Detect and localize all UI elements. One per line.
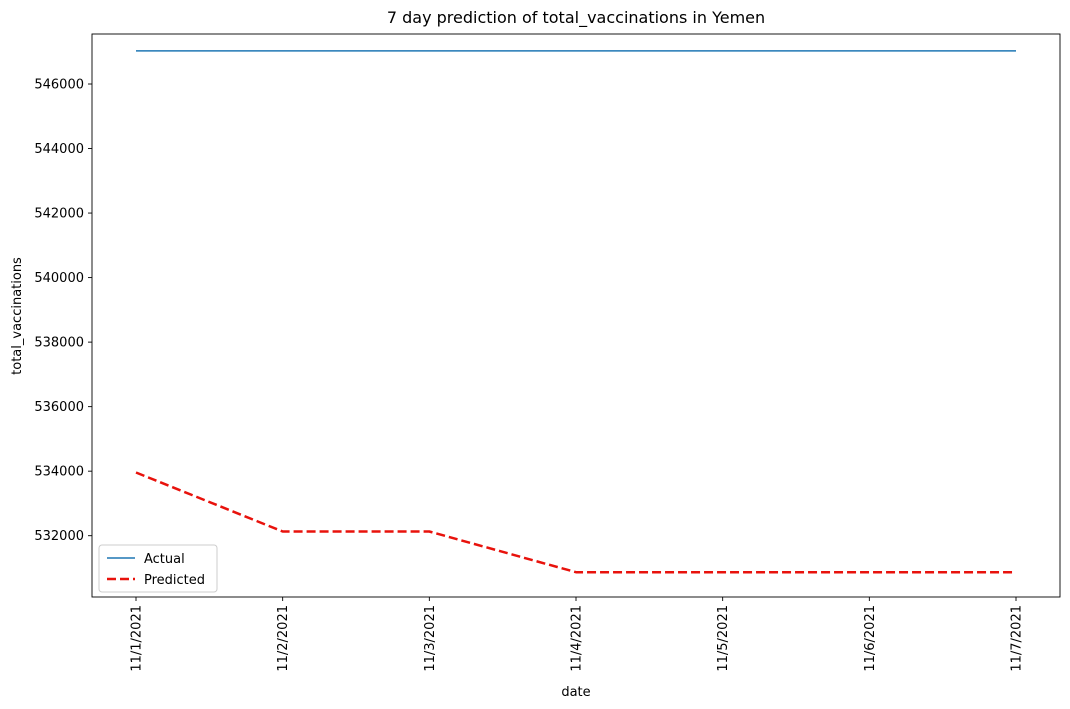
y-tick-label: 532000	[34, 529, 84, 544]
x-tick-label: 11/5/2021	[716, 605, 731, 672]
plot-area	[91, 33, 1061, 598]
y-tick-label: 536000	[34, 400, 84, 415]
y-tick-label: 538000	[34, 336, 84, 351]
legend: Actual Predicted	[98, 544, 218, 593]
x-axis-title: date	[561, 685, 590, 700]
x-tick-label: 11/6/2021	[863, 605, 878, 672]
y-tick-label: 534000	[34, 465, 84, 480]
series-line-predicted	[135, 471, 1016, 574]
series-layer	[135, 50, 1016, 574]
x-tick-label: 11/1/2021	[130, 605, 145, 672]
legend-label-actual: Actual	[144, 552, 185, 567]
x-tick-label: 11/4/2021	[570, 605, 585, 672]
y-axis-title: total_vaccinations	[10, 257, 25, 375]
y-tick-label: 540000	[34, 271, 84, 286]
y-tick-label: 544000	[34, 142, 84, 157]
y-axis: 532000 534000 536000 538000 540000 542000 5440…	[34, 78, 92, 544]
chart-title: 7 day prediction of total_vaccinations i…	[387, 8, 765, 28]
y-tick-label: 546000	[34, 78, 84, 93]
x-axis: 11/1/2021 11/2/2021 11/3/2021 11/4/2021 11/5…	[130, 597, 1025, 672]
legend-label-predicted: Predicted	[144, 573, 205, 588]
y-tick-label: 542000	[34, 207, 84, 222]
x-tick-label: 11/7/2021	[1010, 605, 1025, 672]
x-tick-label: 11/2/2021	[276, 605, 291, 672]
x-tick-label: 11/3/2021	[423, 605, 438, 672]
